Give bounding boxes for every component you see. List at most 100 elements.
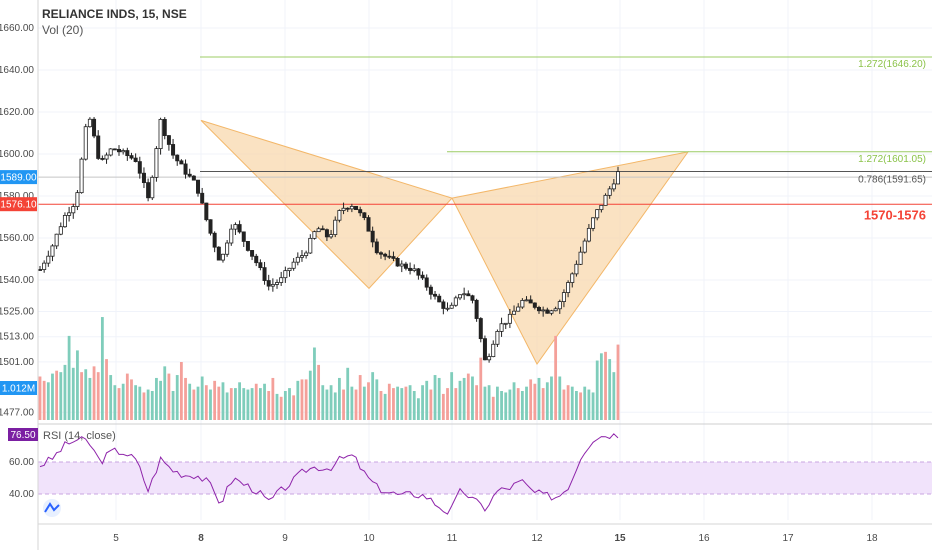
candle[interactable] bbox=[507, 313, 512, 324]
candle[interactable] bbox=[383, 253, 388, 257]
candle[interactable] bbox=[162, 118, 167, 136]
candle[interactable] bbox=[216, 246, 221, 261]
candle[interactable] bbox=[320, 228, 325, 231]
candle[interactable] bbox=[196, 179, 201, 194]
candle[interactable] bbox=[428, 286, 433, 295]
candle[interactable] bbox=[366, 217, 371, 232]
candle[interactable] bbox=[611, 183, 616, 190]
candle[interactable] bbox=[503, 322, 508, 325]
candle[interactable] bbox=[191, 175, 196, 181]
candle[interactable] bbox=[403, 263, 408, 269]
candle[interactable] bbox=[87, 118, 92, 128]
candle[interactable] bbox=[42, 262, 47, 270]
candle[interactable] bbox=[324, 229, 329, 238]
candle[interactable] bbox=[237, 224, 242, 233]
candle[interactable] bbox=[146, 182, 151, 199]
candle[interactable] bbox=[212, 232, 217, 248]
candle[interactable] bbox=[183, 163, 188, 175]
candle[interactable] bbox=[528, 299, 533, 304]
candle[interactable] bbox=[67, 212, 72, 216]
candle[interactable] bbox=[399, 263, 404, 267]
candle[interactable] bbox=[254, 255, 259, 264]
candle[interactable] bbox=[433, 293, 438, 297]
candle[interactable] bbox=[420, 274, 425, 279]
candle[interactable] bbox=[121, 150, 126, 153]
candle[interactable] bbox=[408, 267, 413, 271]
candle[interactable] bbox=[578, 251, 583, 265]
candle[interactable] bbox=[470, 295, 475, 301]
candle[interactable] bbox=[586, 227, 591, 242]
candle[interactable] bbox=[395, 258, 400, 267]
candle[interactable] bbox=[599, 204, 604, 211]
candle[interactable] bbox=[258, 262, 263, 269]
candle[interactable] bbox=[424, 277, 429, 288]
candle[interactable] bbox=[495, 331, 500, 345]
candle[interactable] bbox=[603, 194, 608, 206]
candle[interactable] bbox=[133, 157, 138, 162]
candle[interactable] bbox=[491, 343, 496, 358]
candle[interactable] bbox=[304, 252, 309, 257]
candle[interactable] bbox=[270, 284, 275, 287]
candle[interactable] bbox=[358, 209, 363, 214]
candle[interactable] bbox=[204, 202, 209, 221]
candle[interactable] bbox=[541, 309, 546, 312]
candle[interactable] bbox=[557, 301, 562, 310]
candle[interactable] bbox=[474, 299, 479, 319]
candle[interactable] bbox=[166, 135, 171, 145]
candle[interactable] bbox=[595, 209, 600, 219]
candle[interactable] bbox=[362, 212, 367, 218]
candle[interactable] bbox=[374, 241, 379, 254]
candle[interactable] bbox=[179, 160, 184, 165]
candle[interactable] bbox=[582, 240, 587, 253]
candle[interactable] bbox=[58, 226, 63, 235]
candle[interactable] bbox=[445, 307, 450, 310]
candle[interactable] bbox=[378, 252, 383, 255]
candle[interactable] bbox=[512, 310, 517, 315]
candle[interactable] bbox=[561, 292, 566, 302]
candle[interactable] bbox=[46, 255, 51, 264]
candle[interactable] bbox=[229, 228, 234, 244]
price-axis[interactable]: 1660.00 1640.00 1620.00 1600.00 1580.00 1560.… bbox=[0, 0, 39, 550]
candle[interactable] bbox=[104, 154, 109, 160]
candle[interactable] bbox=[279, 277, 284, 283]
candle[interactable] bbox=[441, 301, 446, 309]
candle[interactable] bbox=[391, 256, 396, 259]
candle[interactable] bbox=[54, 233, 59, 247]
candle[interactable] bbox=[482, 338, 487, 361]
candle[interactable] bbox=[616, 171, 621, 185]
candle[interactable] bbox=[299, 255, 304, 258]
candle[interactable] bbox=[466, 293, 471, 297]
candle[interactable] bbox=[225, 242, 230, 255]
candle[interactable] bbox=[329, 234, 334, 238]
candle[interactable] bbox=[208, 219, 213, 234]
candle[interactable] bbox=[291, 261, 296, 269]
candle[interactable] bbox=[129, 155, 134, 159]
candle[interactable] bbox=[83, 126, 88, 160]
candle[interactable] bbox=[516, 306, 521, 312]
candle[interactable] bbox=[262, 267, 267, 281]
candle[interactable] bbox=[175, 154, 180, 162]
candle[interactable] bbox=[536, 306, 541, 312]
candle[interactable] bbox=[117, 148, 122, 153]
candle[interactable] bbox=[75, 192, 80, 207]
candle[interactable] bbox=[62, 215, 67, 228]
candle[interactable] bbox=[316, 228, 321, 233]
candlesticks[interactable] bbox=[38, 117, 621, 363]
candle[interactable] bbox=[137, 161, 142, 174]
candle[interactable] bbox=[457, 294, 462, 299]
candle[interactable] bbox=[437, 295, 442, 303]
candle[interactable] bbox=[341, 207, 346, 211]
candle[interactable] bbox=[349, 205, 354, 210]
candle[interactable] bbox=[308, 237, 313, 254]
candle[interactable] bbox=[200, 192, 205, 204]
candle[interactable] bbox=[38, 269, 43, 271]
candle[interactable] bbox=[241, 231, 246, 242]
pattern-triangle-bcd[interactable] bbox=[451, 151, 690, 365]
candle[interactable] bbox=[387, 255, 392, 258]
candle[interactable] bbox=[545, 309, 550, 314]
candle[interactable] bbox=[416, 268, 421, 276]
candle[interactable] bbox=[266, 280, 271, 287]
candle[interactable] bbox=[141, 172, 146, 184]
candle[interactable] bbox=[478, 318, 483, 340]
candle[interactable] bbox=[79, 158, 84, 194]
